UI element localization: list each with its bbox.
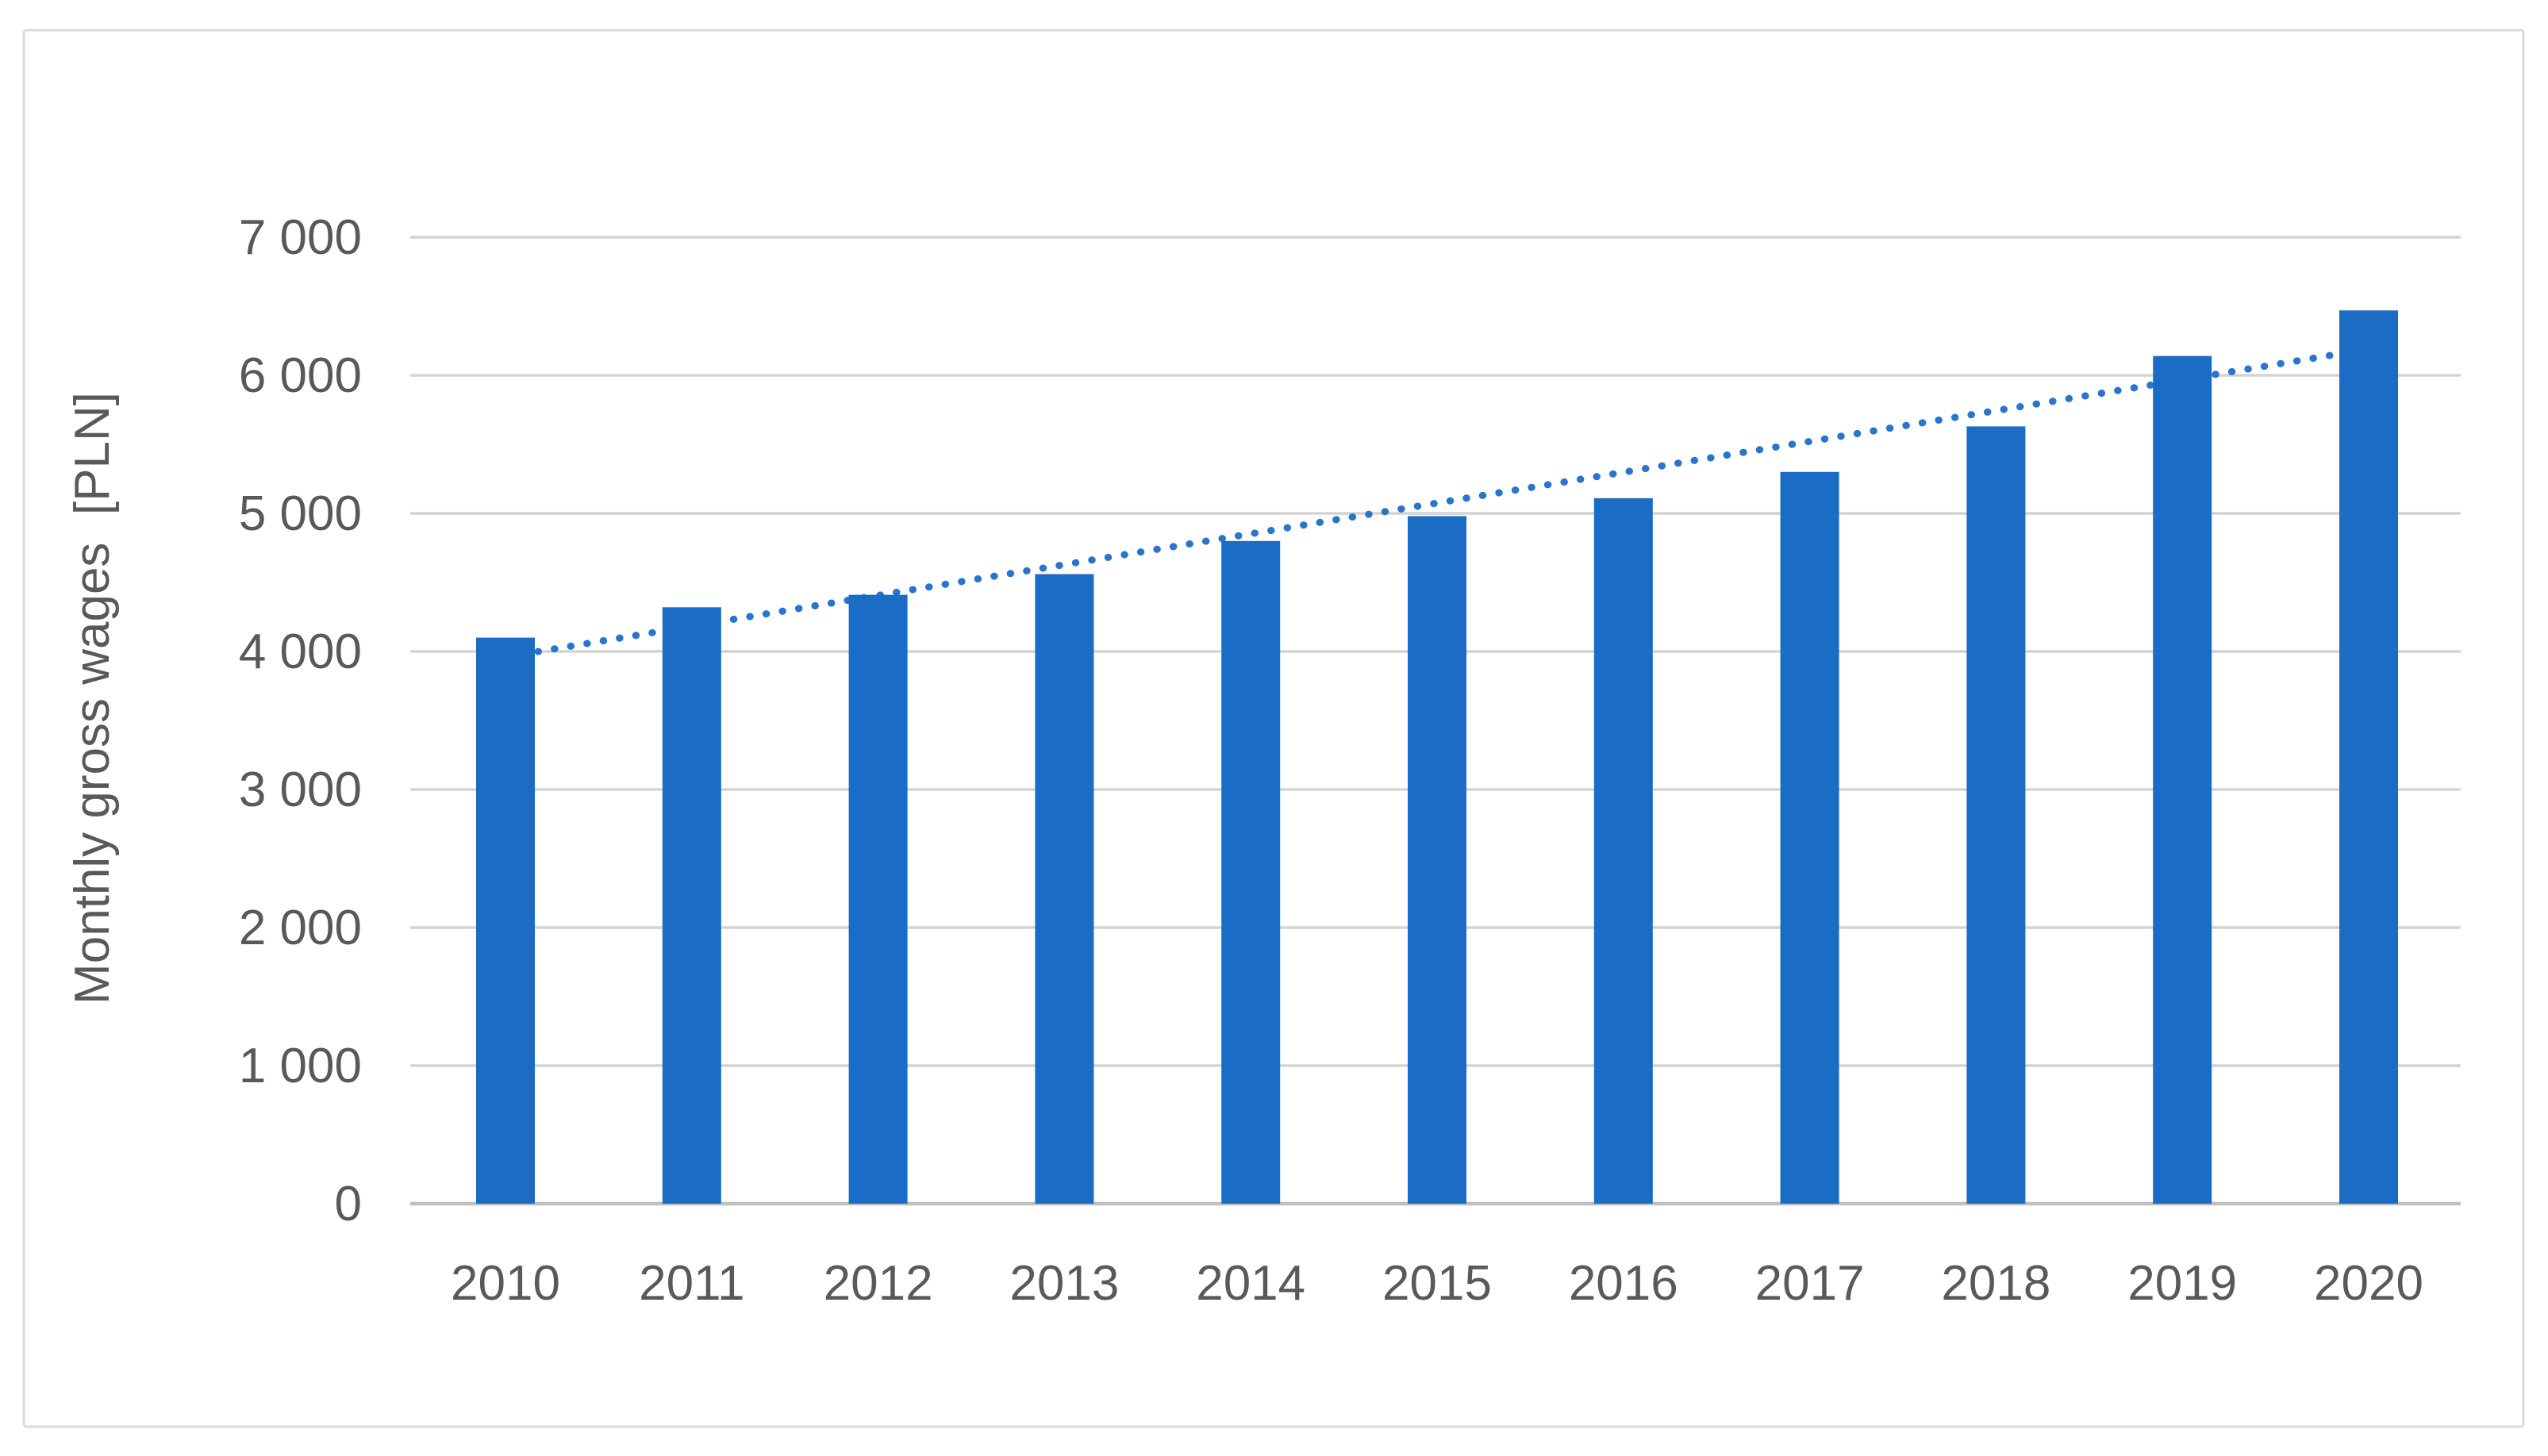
bar-2015	[1408, 516, 1466, 1204]
bar-2019	[2153, 355, 2212, 1204]
y-tick-label-3000: 3 000	[239, 763, 362, 817]
y-tick-labels-group: 0 1 000 2 000 3 000 4 000 5 000 6 000 7 000	[239, 210, 362, 1231]
bar-2011	[662, 607, 721, 1204]
y-tick-label-1000: 1 000	[239, 1039, 362, 1093]
x-tick-label-2018: 2018	[1941, 1256, 2050, 1311]
y-tick-label-4000: 4 000	[239, 624, 362, 679]
y-tick-label-7000: 7 000	[239, 210, 362, 265]
x-tick-label-2015: 2015	[1382, 1256, 1492, 1311]
bars-group	[476, 310, 2398, 1204]
x-tick-label-2013: 2013	[1009, 1256, 1119, 1311]
x-tick-label-2019: 2019	[2127, 1256, 2237, 1311]
x-tick-label-2014: 2014	[1196, 1256, 1305, 1311]
x-tick-label-2012: 2012	[824, 1256, 933, 1311]
bar-2018	[1966, 426, 2026, 1204]
bar-2017	[1780, 471, 1839, 1204]
x-tick-labels-group: 2010 2011 2012 2013 2014 2015 2016 2017 2018 2019…	[451, 1256, 2423, 1311]
y-tick-label-2000: 2 000	[239, 901, 362, 955]
x-tick-label-2010: 2010	[451, 1256, 560, 1311]
y-axis-title: Monthly gross wages [PLN]	[65, 392, 120, 1005]
y-tick-label-5000: 5 000	[239, 486, 362, 541]
chart-frame-border	[22, 29, 2525, 1428]
y-tick-label-0: 0	[335, 1177, 362, 1231]
x-tick-label-2011: 2011	[639, 1256, 744, 1311]
bar-2020	[2339, 310, 2398, 1204]
gridlines-group	[410, 236, 2461, 1206]
x-tick-label-2017: 2017	[1755, 1256, 1865, 1311]
bar-2016	[1593, 497, 1653, 1204]
bar-2014	[1221, 540, 1281, 1204]
x-tick-label-2020: 2020	[2314, 1256, 2423, 1311]
bar-2010	[476, 637, 535, 1204]
x-tick-label-2016: 2016	[1569, 1256, 1678, 1311]
bar-2013	[1035, 574, 1094, 1204]
y-tick-label-6000: 6 000	[239, 348, 362, 403]
bar-2012	[848, 594, 908, 1204]
trendline-dotted	[502, 345, 2373, 661]
